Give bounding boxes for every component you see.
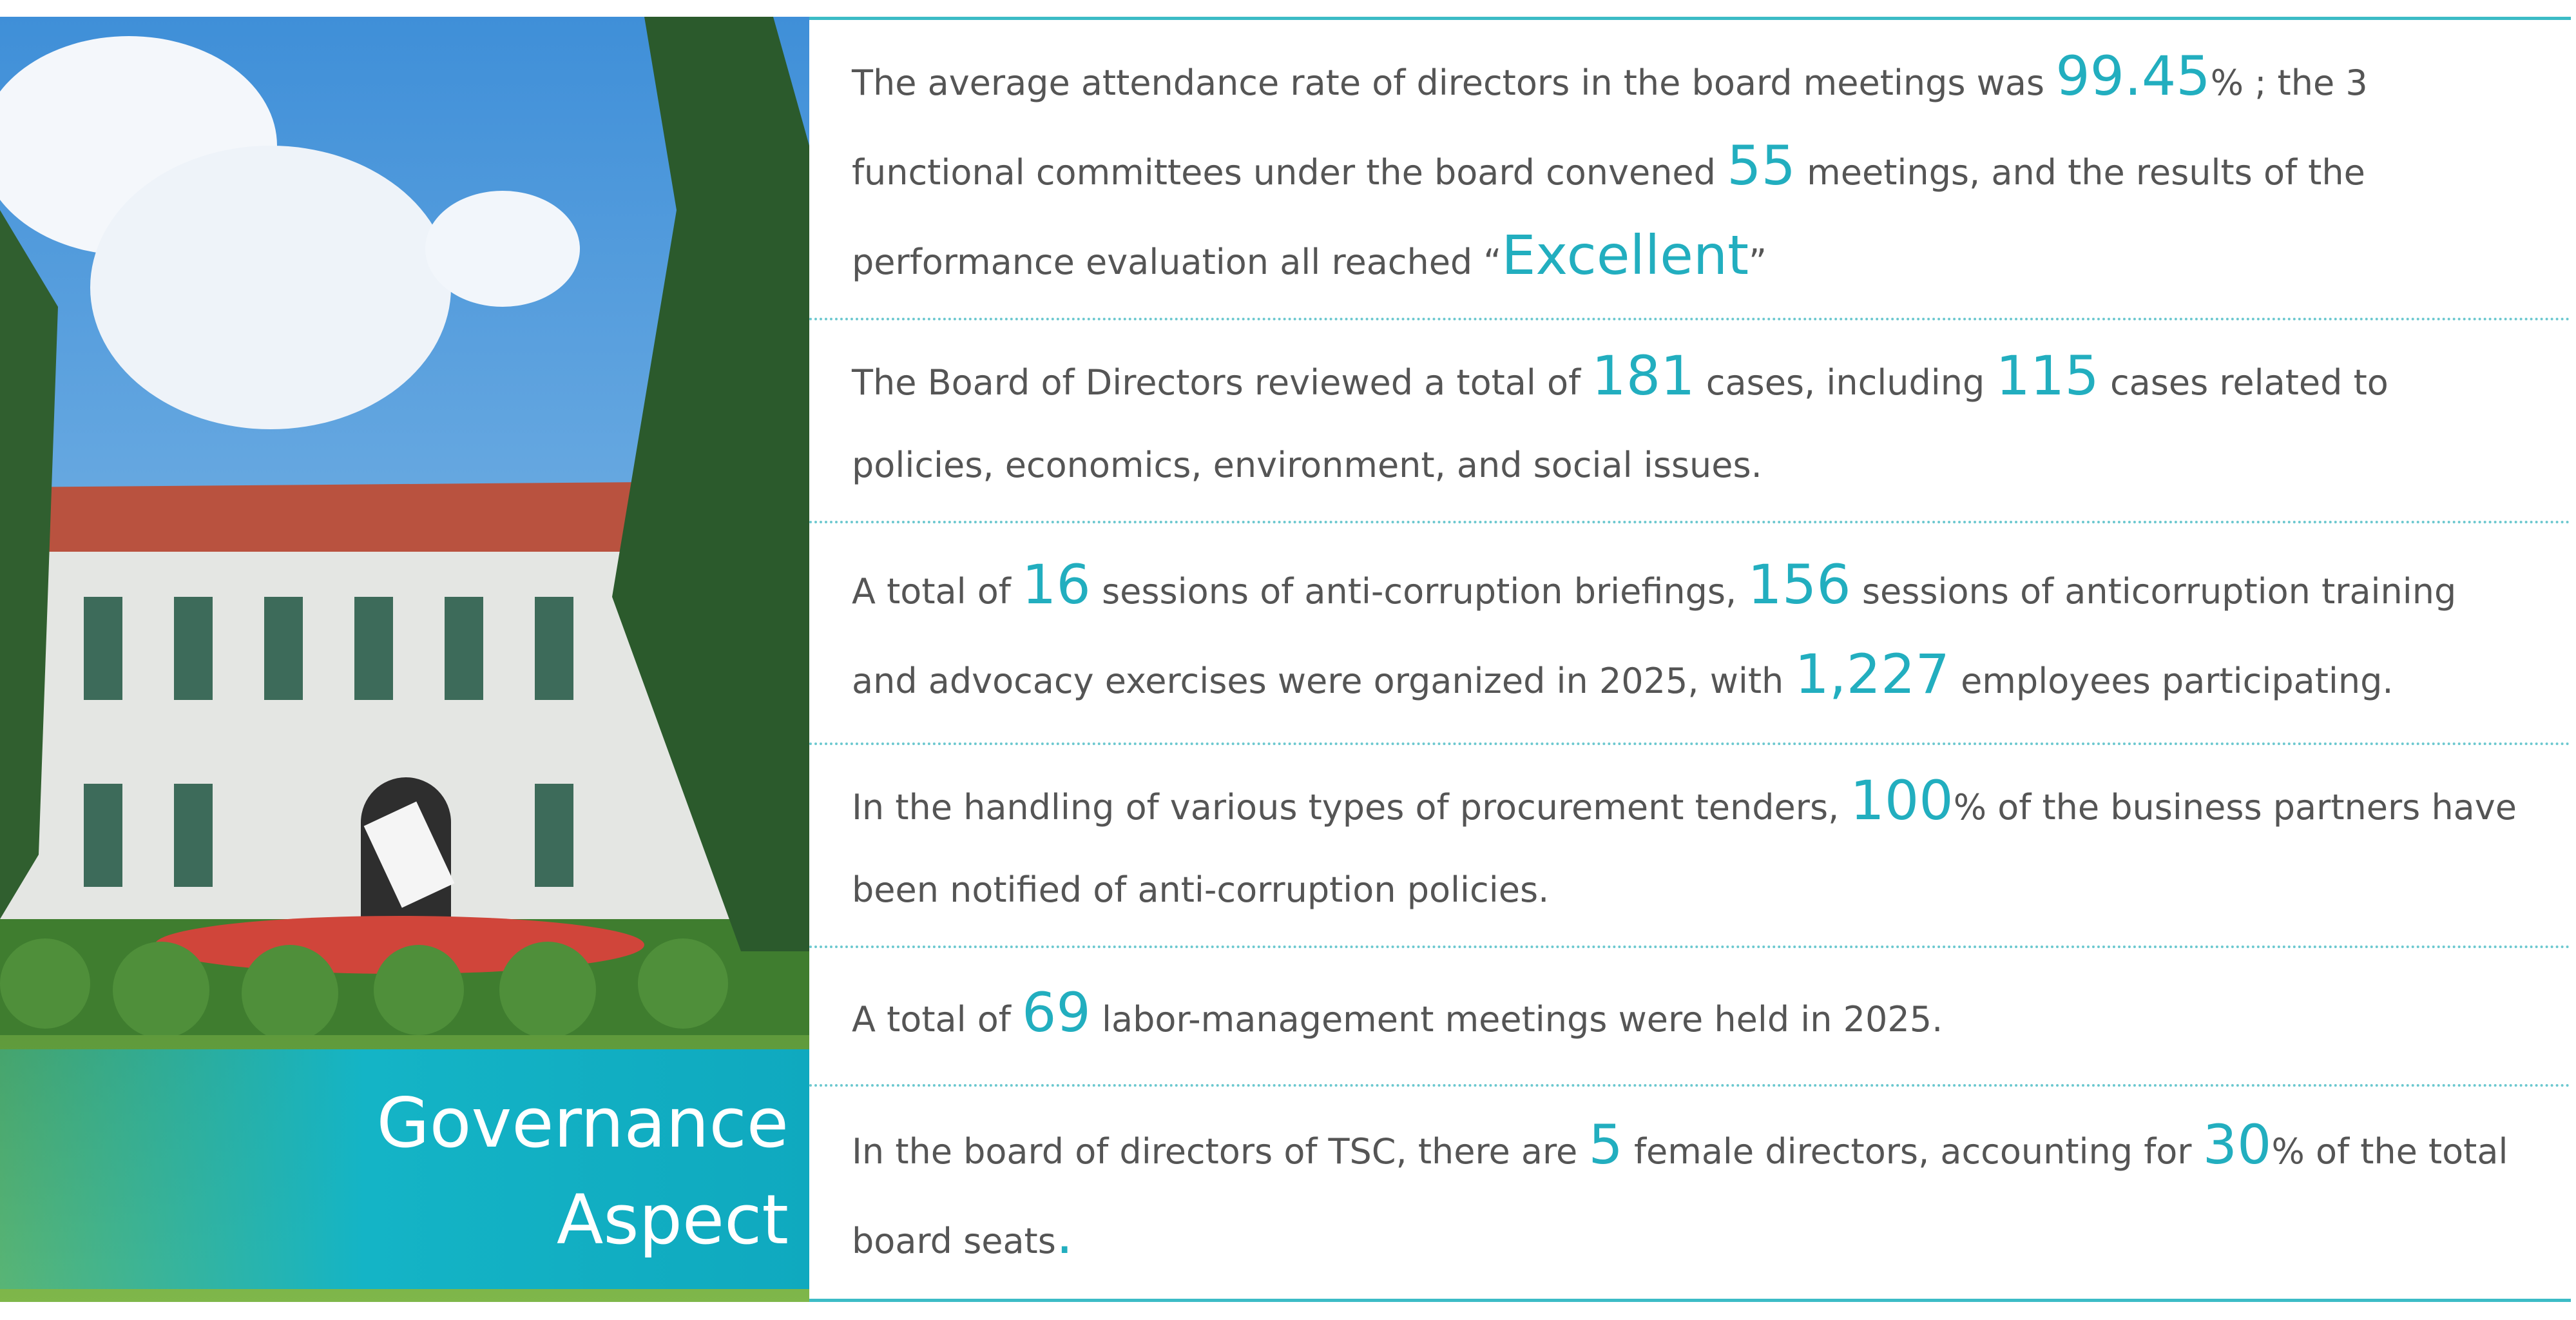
highlight-item: In the board of directors of TSC, there … — [809, 1087, 2571, 1299]
highlight-figure: 156 — [1747, 553, 1851, 616]
highlight-figure: Excellent — [1501, 223, 1749, 287]
item-text: In the handling of various types of proc… — [852, 759, 2532, 931]
highlight-item: A total of 16 sessions of anti-corruptio… — [809, 523, 2571, 745]
text-segment: % ; the 3 functional committees under th… — [852, 62, 2368, 193]
text-segment: ” — [1749, 241, 1767, 282]
highlight-figure: 115 — [1995, 344, 2099, 407]
highlight-item: A total of 69 labor-management meetings … — [809, 948, 2571, 1087]
photo — [0, 17, 809, 1302]
item-text: The average attendance rate of directors… — [852, 35, 2532, 304]
item-text: The Board of Directors reviewed a total … — [852, 335, 2532, 507]
text-segment: female directors, accounting for — [1622, 1131, 2203, 1172]
text-segment: meetings, and the results of the perform… — [852, 151, 2365, 282]
highlight-item: In the handling of various types of proc… — [809, 745, 2571, 948]
text-segment: The average attendance rate of directors… — [852, 62, 2056, 103]
text-segment: % of the business partners have been not… — [852, 787, 2517, 910]
highlight-figure: 100 — [1850, 769, 1954, 832]
text-segment: A total of — [852, 999, 1022, 1040]
highlight-figure: 69 — [1021, 981, 1091, 1044]
highlight-figure: 5 — [1588, 1112, 1623, 1176]
text-segment: cases related to policies, economics, en… — [852, 362, 2389, 485]
aspect-heading: Governance Aspect — [0, 1049, 809, 1289]
item-text: A total of 16 sessions of anti-corruptio… — [852, 543, 2532, 723]
text-segment: cases, including — [1695, 362, 1996, 403]
highlight-item: The Board of Directors reviewed a total … — [809, 320, 2571, 523]
text-segment: A total of — [852, 571, 1022, 612]
text-segment: sessions of anti-corruption briefings, — [1090, 571, 1748, 612]
highlight-figure: 99.45 — [2055, 44, 2211, 108]
highlight-figure: 181 — [1591, 344, 1695, 407]
item-text: In the board of directors of TSC, there … — [852, 1103, 2532, 1283]
heading-line: Governance — [376, 1083, 789, 1163]
highlight-figure: . — [1055, 1202, 1073, 1266]
text-segment: The Board of Directors reviewed a total … — [852, 362, 1592, 403]
text-segment: % of the total board seats — [852, 1131, 2508, 1261]
text-segment: In the board of directors of TSC, there … — [852, 1131, 1589, 1172]
highlight-figure: 30 — [2202, 1112, 2272, 1176]
highlight-figure: 55 — [1727, 133, 1796, 197]
item-text: A total of 69 labor-management meetings … — [852, 971, 1943, 1061]
text-segment: employees participating. — [1949, 661, 2394, 701]
text-segment: In the handling of various types of proc… — [852, 787, 1850, 828]
highlight-item: The average attendance rate of directors… — [809, 20, 2571, 320]
highlight-figure: 16 — [1021, 553, 1091, 616]
heading-line: Aspect — [556, 1180, 789, 1259]
text-segment: sessions of anticorruption training and … — [852, 571, 2457, 701]
text-segment: labor-management meetings were held in 2… — [1090, 999, 1943, 1040]
highlights-list: The average attendance rate of directors… — [809, 17, 2571, 1302]
highlight-figure: 1,227 — [1794, 643, 1950, 706]
